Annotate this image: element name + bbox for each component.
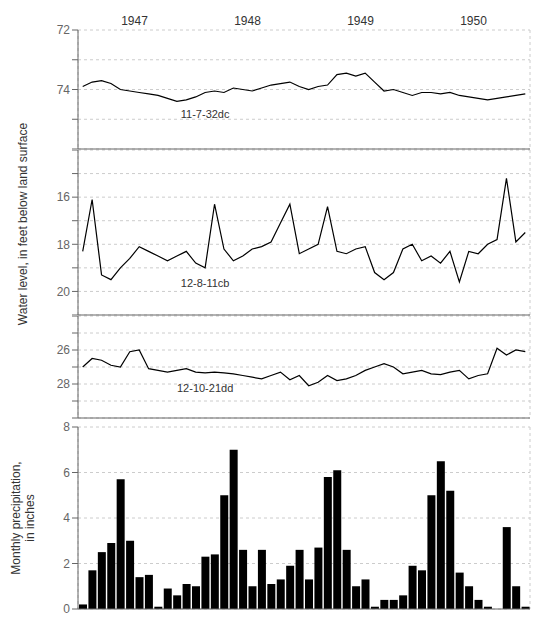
svg-text:18: 18 [57,238,71,252]
svg-text:0: 0 [63,602,70,616]
svg-text:26: 26 [57,343,71,357]
svg-text:Water level, in feet below lan: Water level, in feet below land surface [16,123,30,326]
svg-text:6: 6 [63,466,70,480]
svg-text:1947: 1947 [121,14,148,28]
svg-text:1948: 1948 [234,14,261,28]
svg-text:20: 20 [57,285,71,299]
svg-text:72: 72 [57,23,71,37]
svg-text:1950: 1950 [460,14,487,28]
svg-text:4: 4 [63,511,70,525]
svg-text:8: 8 [63,420,70,434]
svg-text:28: 28 [57,377,71,391]
svg-text:16: 16 [57,190,71,204]
svg-text:12-8-11cb: 12-8-11cb [181,277,230,289]
svg-text:2: 2 [63,557,70,571]
svg-text:11-7-32dc: 11-7-32dc [181,108,230,120]
svg-text:Monthly precipitation,in inche: Monthly precipitation,in inches [9,461,37,574]
svg-text:12-10-21dd: 12-10-21dd [177,382,233,394]
svg-text:74: 74 [57,83,71,97]
svg-text:1949: 1949 [347,14,374,28]
